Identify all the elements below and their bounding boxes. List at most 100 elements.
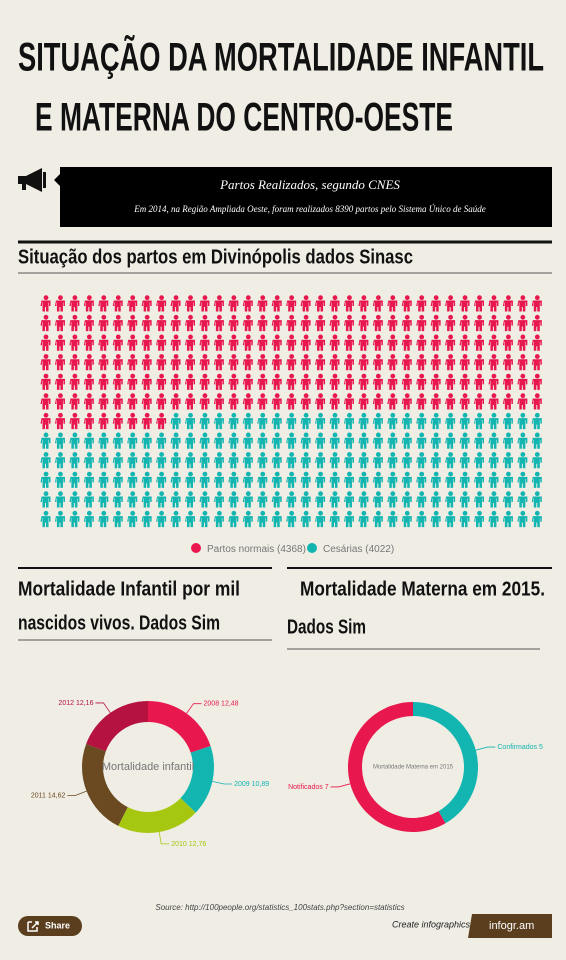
person-head bbox=[144, 471, 150, 477]
person-head bbox=[404, 491, 410, 497]
person-head bbox=[159, 432, 164, 438]
person-icon bbox=[343, 452, 354, 469]
person-head bbox=[115, 510, 121, 516]
create-link[interactable]: Create infographics bbox=[392, 919, 471, 929]
person-head bbox=[477, 334, 482, 340]
person-head bbox=[58, 452, 63, 457]
person-icon bbox=[98, 334, 109, 351]
person-icon bbox=[228, 334, 239, 351]
share-label[interactable]: Share bbox=[45, 920, 70, 930]
person-head bbox=[159, 373, 164, 379]
person-body bbox=[445, 300, 456, 312]
person-body bbox=[488, 300, 499, 312]
person-icon bbox=[502, 295, 513, 312]
person-icon bbox=[98, 491, 109, 508]
person-body bbox=[83, 516, 94, 528]
person-body bbox=[69, 300, 80, 312]
person-body bbox=[358, 418, 369, 430]
person-head bbox=[375, 510, 381, 516]
person-head bbox=[274, 295, 280, 301]
person-icon bbox=[127, 393, 138, 410]
share-icon[interactable] bbox=[27, 921, 39, 932]
person-body bbox=[286, 476, 297, 488]
donut-label: 2012 12,16 bbox=[58, 700, 93, 707]
person-icon bbox=[531, 491, 542, 508]
person-head bbox=[130, 373, 136, 379]
person-head bbox=[72, 510, 78, 516]
person-icon bbox=[315, 314, 326, 332]
person-body bbox=[445, 378, 456, 390]
person-body bbox=[401, 516, 412, 528]
donut-segment bbox=[180, 745, 214, 813]
person-icon bbox=[401, 295, 412, 312]
donut-label: 2008 12,48 bbox=[204, 701, 239, 708]
person-head bbox=[506, 432, 511, 438]
person-body bbox=[98, 437, 109, 449]
person-body bbox=[54, 339, 65, 351]
person-icon bbox=[416, 334, 427, 351]
person-icon bbox=[416, 373, 427, 390]
person-head bbox=[231, 295, 237, 301]
person-head bbox=[274, 412, 280, 418]
person-body bbox=[531, 496, 542, 508]
person-body bbox=[531, 300, 542, 312]
person-head bbox=[347, 373, 352, 379]
person-icon bbox=[98, 471, 109, 488]
person-body bbox=[98, 516, 109, 528]
person-icon bbox=[531, 412, 542, 430]
person-body bbox=[271, 476, 282, 488]
person-icon bbox=[199, 354, 210, 371]
person-icon bbox=[358, 412, 369, 430]
person-body bbox=[257, 300, 268, 312]
person-icon bbox=[271, 373, 282, 390]
chart-title: Mortalidade Infantil por mil bbox=[18, 578, 240, 600]
person-icon bbox=[329, 393, 340, 410]
person-body bbox=[474, 418, 484, 430]
person-body bbox=[257, 378, 268, 390]
person-head bbox=[115, 452, 121, 457]
person-icon bbox=[127, 432, 138, 449]
person-body bbox=[416, 359, 427, 371]
person-head bbox=[72, 295, 78, 301]
person-icon bbox=[358, 452, 369, 469]
person-body bbox=[401, 339, 412, 351]
donut-category: 2009 bbox=[234, 781, 250, 788]
person-icon bbox=[343, 334, 354, 351]
person-icon bbox=[170, 510, 181, 528]
person-icon bbox=[54, 432, 65, 449]
person-icon bbox=[156, 373, 167, 390]
person-icon bbox=[445, 471, 456, 488]
person-head bbox=[419, 471, 425, 477]
legend-name: Partos normais bbox=[207, 544, 274, 555]
person-icon bbox=[286, 334, 297, 351]
person-body bbox=[54, 300, 65, 312]
share-button[interactable]: Share bbox=[18, 916, 82, 936]
person-body bbox=[531, 398, 542, 410]
person-body bbox=[98, 476, 109, 488]
person-head bbox=[520, 295, 526, 301]
person-icon bbox=[170, 354, 181, 371]
person-head bbox=[130, 510, 136, 516]
person-body bbox=[170, 359, 181, 371]
person-icon bbox=[40, 412, 51, 430]
person-icon bbox=[141, 295, 152, 312]
person-body bbox=[474, 457, 484, 469]
person-body bbox=[387, 398, 398, 410]
person-icon bbox=[213, 295, 224, 312]
person-body bbox=[445, 476, 456, 488]
person-icon bbox=[430, 334, 441, 351]
person-icon bbox=[459, 354, 470, 371]
person-body bbox=[488, 339, 499, 351]
person-body bbox=[69, 418, 80, 430]
person-head bbox=[289, 432, 295, 438]
person-body bbox=[40, 437, 51, 449]
person-body bbox=[343, 516, 354, 528]
donut-category: 2012 bbox=[58, 700, 74, 707]
person-icon bbox=[69, 491, 80, 508]
person-body bbox=[445, 398, 456, 410]
person-icon bbox=[40, 452, 51, 469]
person-head bbox=[188, 314, 193, 320]
person-body bbox=[430, 300, 441, 312]
person-body bbox=[474, 398, 484, 410]
person-icon bbox=[430, 452, 441, 469]
